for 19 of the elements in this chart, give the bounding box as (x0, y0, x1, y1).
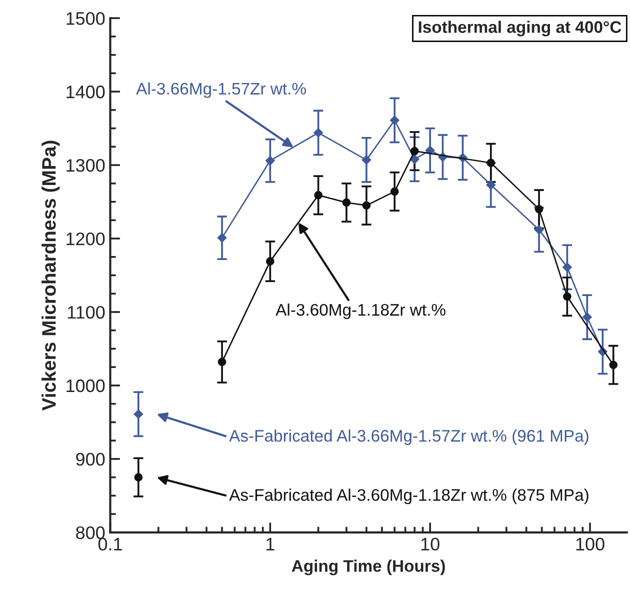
annotation: As-Fabricated Al-3.60Mg-1.18Zr wt.% (875 MPa) (229, 488, 588, 504)
y-axis-title: Vickers Microhardness (MPa) (42, 140, 60, 411)
annotation: Al-3.66Mg-1.57Zr wt.% (136, 82, 306, 98)
y-tick-label: 1100 (68, 306, 105, 319)
y-tick-label: 1200 (66, 232, 105, 246)
y-tick-label: 1400 (66, 86, 105, 98)
y-tick-label: 1500 (66, 12, 105, 25)
x-axis-title: Aging Time (Hours) (292, 560, 445, 576)
y-tick-label: 1300 (66, 159, 105, 172)
annotation: As-Fabricated Al-3.66Mg-1.57Zr wt.% (961 MPa) (229, 429, 588, 446)
x-tick-label: 10 (421, 538, 440, 551)
x-tick-label: 100 (576, 538, 604, 551)
y-tick-label: 1000 (66, 379, 105, 392)
x-tick-label: 0.1 (98, 538, 122, 551)
x-tick-label: 1 (266, 538, 274, 550)
annotation: Al-3.60Mg-1.18Zr wt.% (276, 304, 446, 320)
y-tick-label: 800 (76, 526, 105, 540)
annotation: Isothermal aging at 400°C (418, 20, 622, 36)
y-tick-label: 900 (76, 452, 105, 466)
